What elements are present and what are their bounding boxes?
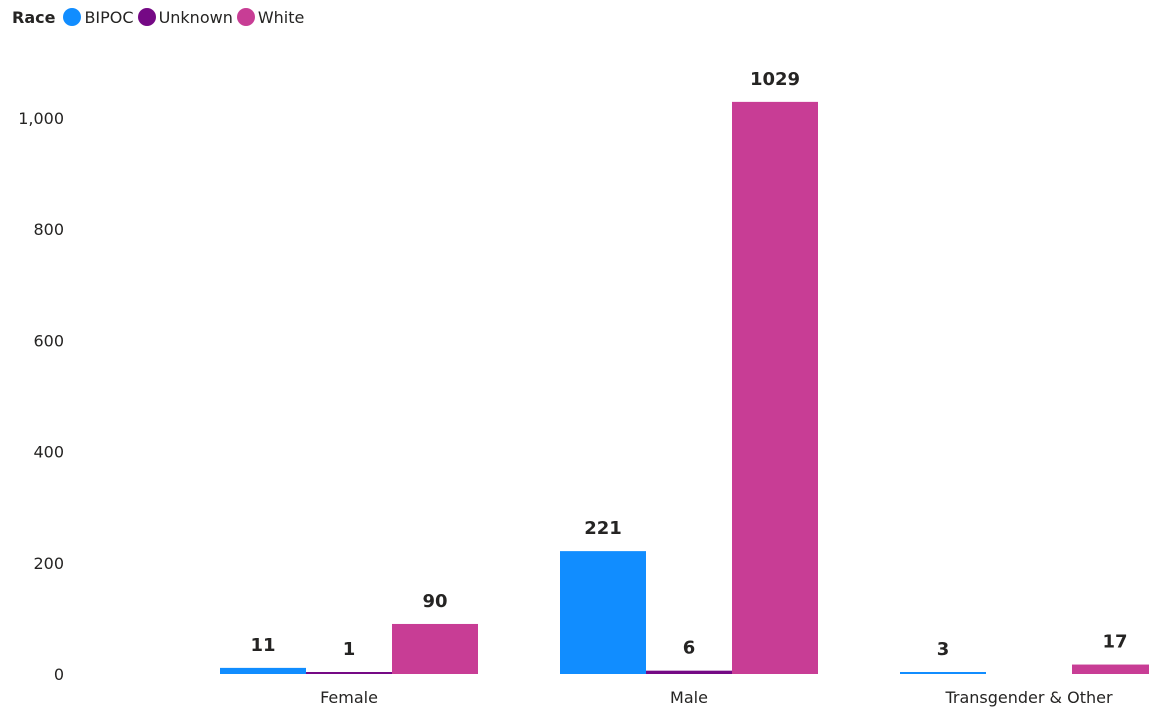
bar-unknown-male[interactable] (646, 670, 732, 674)
bar-bipoc-female[interactable] (220, 667, 306, 674)
legend-title: Race (12, 7, 56, 27)
data-label: 6 (683, 638, 696, 659)
y-tick-label: 1,000 (18, 109, 64, 128)
data-label: 17 (1102, 632, 1127, 653)
x-category-label: Female (320, 688, 378, 707)
data-label: 1 (343, 639, 356, 660)
bar-bipoc-transgender-other[interactable] (900, 672, 986, 674)
legend-swatch-white (236, 8, 255, 26)
legend: Race BIPOC Unknown White (12, 6, 308, 28)
bar-white-male[interactable] (732, 101, 818, 675)
legend-label-white: White (257, 7, 305, 27)
y-tick-label: 600 (33, 331, 64, 350)
data-label: 221 (584, 518, 622, 539)
legend-label-unknown: Unknown (158, 7, 233, 27)
data-label: 11 (250, 635, 275, 656)
bar-white-transgender-other[interactable] (1072, 664, 1149, 674)
y-tick-label: 400 (33, 443, 64, 462)
y-tick-label: 200 (33, 554, 64, 573)
y-tick-label: 0 (54, 665, 64, 684)
legend-swatch-bipoc (63, 8, 82, 26)
data-label: 1029 (750, 69, 800, 90)
bar-unknown-female[interactable] (306, 672, 392, 674)
legend-label-bipoc: BIPOC (84, 7, 134, 27)
legend-item-white[interactable]: White (236, 7, 305, 27)
legend-swatch-unknown (137, 8, 156, 26)
bar-white-female[interactable] (392, 623, 478, 674)
y-tick-label: 800 (33, 220, 64, 239)
legend-item-bipoc[interactable]: BIPOC (63, 7, 134, 27)
x-category-label: Transgender & Other (944, 688, 1113, 707)
bar-bipoc-male[interactable] (560, 551, 646, 674)
data-label: 3 (937, 639, 950, 660)
legend-item-unknown[interactable]: Unknown (137, 7, 233, 27)
x-category-label: Male (670, 688, 708, 707)
data-label: 90 (422, 591, 447, 612)
